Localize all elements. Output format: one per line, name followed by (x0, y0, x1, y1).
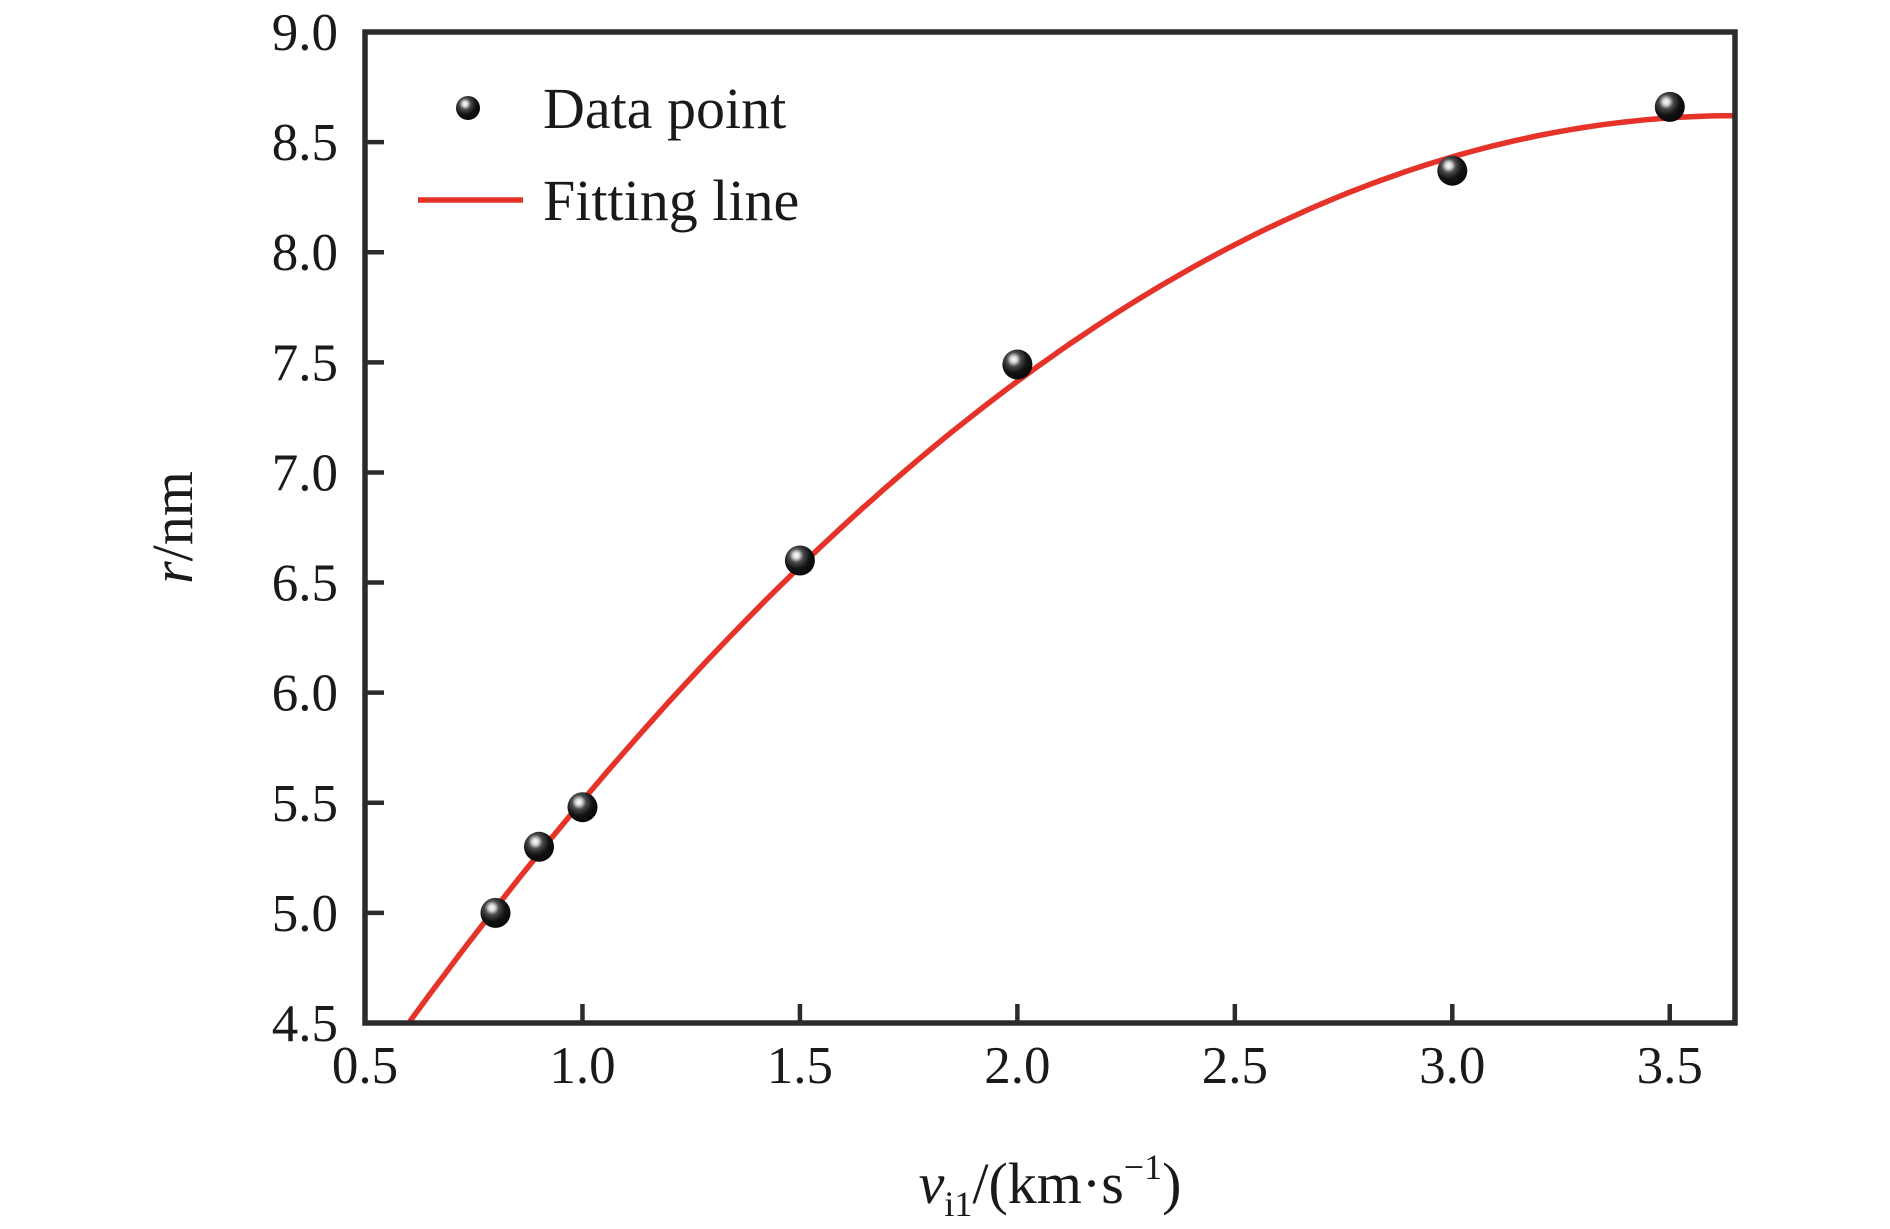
y-axis-tick-label: 8.0 (272, 224, 338, 282)
data-point-marker (480, 897, 511, 928)
y-axis-tick-label: 6.5 (272, 555, 338, 613)
plot-frame (362, 29, 1738, 1026)
legend-sphere-icon (456, 96, 480, 120)
y-axis-tick-label: 7.5 (272, 334, 338, 392)
x-axis-tick-label: 3.0 (1419, 1037, 1485, 1095)
y-axis-tick-label: 5.0 (272, 885, 338, 943)
x-axis-tick-label: 1.5 (767, 1037, 833, 1095)
legend: Data point Fitting line (418, 76, 799, 233)
legend-label-fitting-line: Fitting line (543, 168, 799, 233)
data-point-marker (1002, 349, 1033, 380)
x-axis-tick-label: 2.5 (1202, 1037, 1268, 1095)
x-axis-label: vi1/(km·s−1) (919, 1147, 1182, 1224)
data-point-marker (784, 545, 815, 576)
y-axis-tick-label: 7.0 (272, 444, 338, 502)
y-axis-tick-label: 5.5 (272, 775, 338, 833)
legend-label-data-point: Data point (543, 76, 786, 141)
x-axis-tick-label: 3.5 (1637, 1037, 1703, 1095)
y-axis-tick-label: 4.5 (272, 995, 338, 1053)
data-point-marker (524, 831, 554, 862)
y-axis-tick-label: 6.0 (272, 665, 338, 723)
x-axis-tick-label: 0.5 (332, 1037, 398, 1095)
x-axis-tick-label: 1.0 (549, 1037, 615, 1095)
x-axis-tick-label: 2.0 (984, 1037, 1050, 1095)
y-axis-tick-label: 8.5 (272, 114, 338, 172)
y-axis-label: r/nm (140, 471, 205, 584)
data-point-marker (1437, 155, 1468, 186)
y-axis-tick-label: 9.0 (272, 4, 338, 62)
plot-root: 0.5 1.0 1.5 2.0 2.5 3.0 3.5 4.5 5.0 5.5 6.0 6.5 7.0 7… (140, 4, 1738, 1224)
data-point-marker (567, 792, 598, 823)
fit-line (407, 112, 1738, 1023)
data-point-marker (1654, 91, 1685, 122)
